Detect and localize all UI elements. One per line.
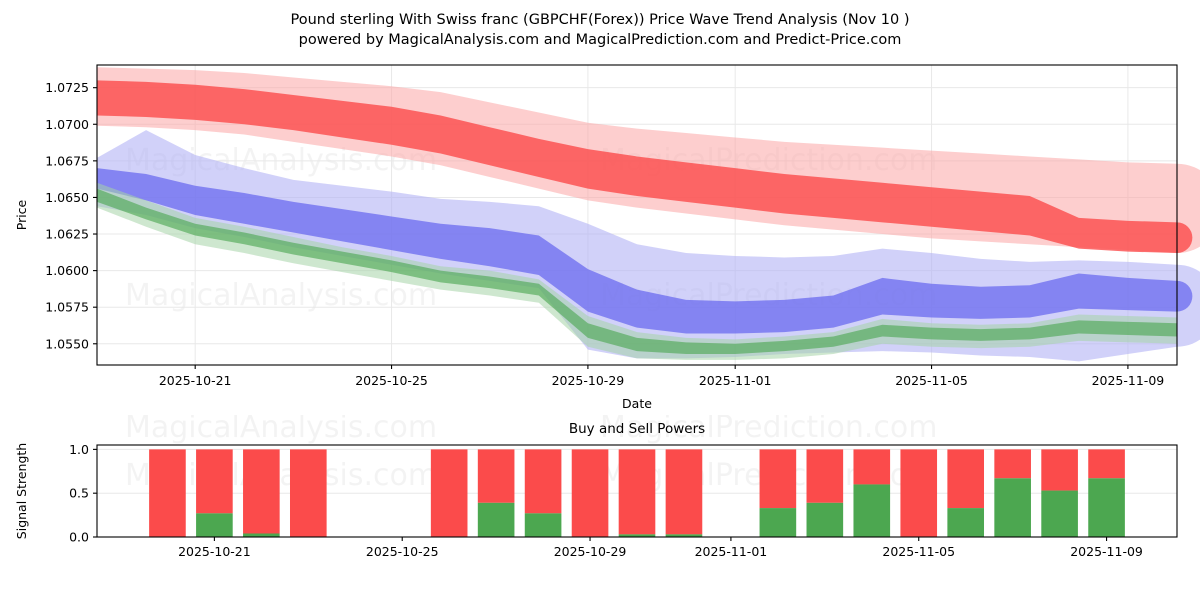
price-wave-trend-chart: MagicalAnalysis.comMagicalPrediction.com…	[14, 64, 1200, 411]
x-tick-label: 2025-11-01	[695, 544, 768, 559]
bar-sell-power	[618, 449, 656, 535]
x-tick-label: 2025-11-05	[895, 373, 968, 388]
y-tick-label: 0.0	[69, 530, 89, 545]
bar-sell-power	[289, 449, 327, 537]
watermark: MagicalAnalysis.com	[125, 415, 437, 445]
bar-buy-power	[1041, 490, 1078, 537]
bar-buy-power	[477, 502, 515, 537]
bar-sell-power	[149, 449, 186, 537]
x-tick-label: 2025-10-21	[159, 373, 232, 388]
price-chart-x-axis-label: Date	[622, 396, 652, 411]
price-chart-y-axis-label: Price	[14, 199, 29, 230]
power-chart-y-axis-label: Signal Strength	[14, 443, 29, 539]
band-endcap	[1177, 280, 1193, 312]
plot-border	[96, 444, 1178, 538]
x-tick-label: 2025-11-09	[1092, 373, 1165, 388]
title-line-1: Pound sterling With Swiss franc (GBPCHF(…	[290, 12, 910, 28]
y-tick-label: 1.0575	[45, 300, 89, 315]
bar-sell-power	[900, 449, 938, 537]
x-tick-label: 2025-10-25	[355, 373, 428, 388]
x-tick-label: 2025-11-01	[699, 373, 772, 388]
y-tick-label: 1.0625	[45, 227, 89, 242]
bar-sell-power	[994, 449, 1031, 479]
bar-buy-power	[947, 508, 985, 537]
power-chart-y-ticks: 0.0 0.5 1.0	[69, 442, 97, 545]
band-resistance-inner	[97, 80, 1177, 254]
bar-sell-power	[806, 449, 844, 503]
y-tick-label: 1.0600	[45, 263, 89, 278]
band-trend-inner	[97, 168, 1177, 334]
y-tick-label: 1.0700	[45, 117, 89, 132]
power-chart-bars	[149, 449, 1125, 537]
bar-sell-power	[853, 449, 891, 485]
bar-sell-power	[243, 449, 280, 534]
x-tick-label: 2025-11-05	[882, 544, 955, 559]
watermark: MagicalAnalysis.com	[125, 278, 437, 313]
band-endcap	[1177, 222, 1193, 254]
y-tick-label: 1.0550	[45, 336, 89, 351]
watermark: MagicalPrediction.com	[600, 415, 938, 445]
bar-buy-power	[665, 534, 703, 537]
bar-sell-power	[571, 449, 609, 537]
bar-buy-power	[994, 478, 1031, 537]
bar-sell-power	[196, 449, 233, 514]
y-tick-label: 1.0725	[45, 80, 89, 95]
price-chart-y-ticks: 1.0550 1.0575 1.0600 1.0625 1.0650 1.0675 1.07…	[45, 80, 97, 351]
price-chart-x-ticks: 2025-10-21 2025-10-25 2025-10-29 2025-11-01…	[159, 365, 1164, 388]
x-tick-label: 2025-10-21	[178, 544, 251, 559]
x-tick-label: 2025-10-29	[554, 544, 627, 559]
page-title: Pound sterling With Swiss franc (GBPCHF(…	[0, 10, 1200, 50]
bar-sell-power	[947, 449, 985, 509]
bar-buy-power	[853, 484, 891, 537]
plot-border	[96, 64, 1178, 366]
power-chart-axes	[96, 444, 1178, 538]
price-chart-bands	[97, 67, 1200, 362]
y-tick-label: 1.0650	[45, 190, 89, 205]
buy-sell-powers-chart: Buy and Sell Powers MagicalAnalysis.com M…	[14, 415, 1178, 559]
bar-sell-power	[477, 449, 515, 503]
bar-buy-power	[806, 502, 844, 537]
bar-sell-power	[1041, 449, 1078, 491]
bar-buy-power	[196, 513, 233, 537]
bar-sell-power	[1088, 449, 1125, 479]
x-tick-label: 2025-11-09	[1070, 544, 1143, 559]
bar-sell-power	[665, 449, 703, 535]
bar-buy-power	[759, 508, 797, 537]
bar-sell-power	[759, 449, 797, 509]
buy-sell-powers-title: Buy and Sell Powers	[569, 421, 705, 437]
y-tick-label: 0.5	[69, 486, 89, 501]
y-tick-label: 1.0675	[45, 153, 89, 168]
power-chart-x-ticks: 2025-10-21 2025-10-25 2025-10-29 2025-11-01…	[178, 537, 1143, 559]
price-chart-axes	[96, 64, 1178, 366]
bar-buy-power	[618, 534, 656, 537]
bar-buy-power	[524, 513, 562, 537]
bar-buy-power	[243, 533, 280, 537]
bar-sell-power	[430, 449, 468, 537]
bar-buy-power	[1088, 478, 1125, 537]
bar-sell-power	[524, 449, 562, 514]
y-tick-label: 1.0	[69, 442, 89, 457]
x-tick-label: 2025-10-25	[366, 544, 439, 559]
title-line-2: powered by MagicalAnalysis.com and Magic…	[298, 32, 902, 48]
x-tick-label: 2025-10-29	[552, 373, 625, 388]
